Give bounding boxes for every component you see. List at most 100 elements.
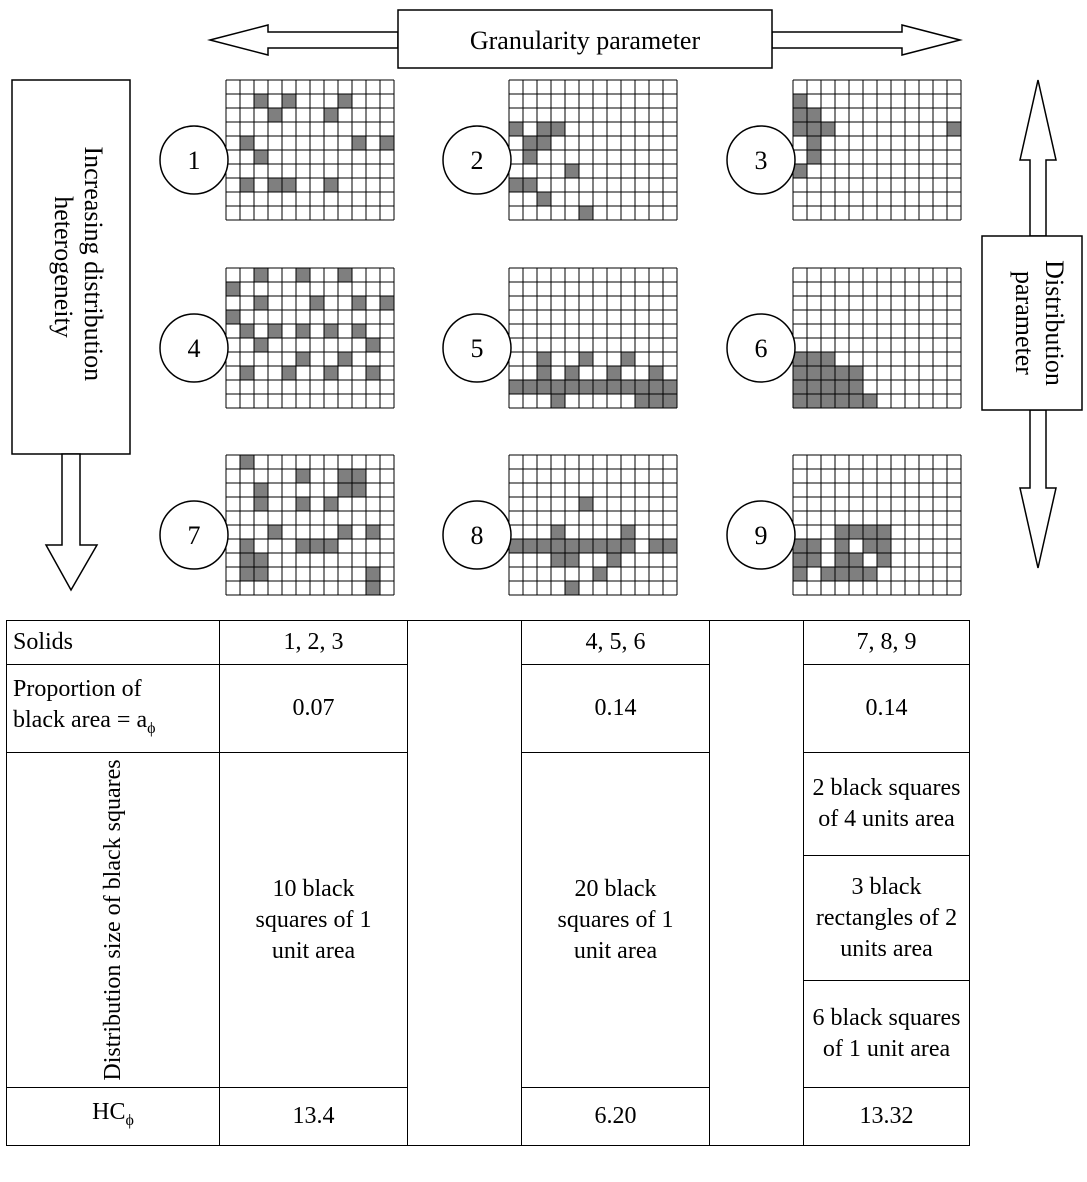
black-cell [254,296,268,310]
black-cell [240,455,254,469]
proportion-row: Proportion of black area = aϕ 0.07 0.14 … [6,664,970,753]
black-cell [863,539,877,553]
black-cell [296,324,310,338]
black-cell [793,122,807,136]
black-cell [793,553,807,567]
black-cell [366,581,380,595]
black-cell [268,178,282,192]
black-cell [352,469,366,483]
black-cell [793,567,807,581]
grid-solid-8: 8 [442,454,678,596]
black-cell [240,324,254,338]
black-cell [240,567,254,581]
grid-solid-3: 3 [726,79,962,221]
black-cell [649,366,663,380]
black-cell [877,539,891,553]
black-cell [565,380,579,394]
black-cell [807,108,821,122]
black-cell [593,539,607,553]
grid-solid-1: 1 [159,79,395,221]
black-cell [663,394,677,408]
black-cell [579,206,593,220]
black-cell [607,553,621,567]
black-cell [849,525,863,539]
black-cell [793,108,807,122]
black-cell [240,366,254,380]
granularity-arrow: Granularity parameter [207,9,963,69]
grid-solid-6: 6 [726,267,962,409]
black-cell [338,268,352,282]
black-cell [807,539,821,553]
black-cell [366,525,380,539]
black-cell [593,380,607,394]
black-cell [565,539,579,553]
black-cell [352,324,366,338]
grid-solid-9: 9 [726,454,962,596]
black-cell [821,380,835,394]
grid-solid-7: 7 [159,454,395,596]
black-cell [240,539,254,553]
black-cell [226,282,240,296]
black-cell [338,525,352,539]
black-cell [296,469,310,483]
solid-number: 6 [755,334,768,363]
black-cell [254,497,268,511]
diagram-canvas: Granularity parameter Increasing distrib… [11,9,1083,596]
black-cell [579,352,593,366]
black-cell [296,268,310,282]
black-cell [635,380,649,394]
black-cell [537,380,551,394]
black-cell [551,553,565,567]
black-cell [296,352,310,366]
black-cell [296,497,310,511]
solids-value-3: 7, 8, 9 [803,620,970,665]
black-cell [551,539,565,553]
black-cell [240,136,254,150]
black-cell [621,380,635,394]
black-cell [663,380,677,394]
black-cell [793,94,807,108]
black-cell [240,178,254,192]
black-cell [338,352,352,366]
distribution-value-1: 10 black squares of 1 unit area [219,752,408,1088]
black-cell [380,136,394,150]
black-cell [821,567,835,581]
black-cell [537,122,551,136]
hc-label: HCϕ [6,1087,220,1146]
black-cell [268,108,282,122]
black-cell [254,338,268,352]
black-cell [509,380,523,394]
solid-number-circle [442,500,512,570]
black-cell [551,122,565,136]
black-cell [863,394,877,408]
black-cell [296,539,310,553]
solid-number: 5 [471,334,484,363]
black-cell [877,553,891,567]
black-cell [324,539,338,553]
solid-number-circle [159,500,229,570]
black-cell [849,380,863,394]
black-cell [835,380,849,394]
empty-column-2 [709,620,804,1146]
black-cell [537,352,551,366]
solid-number-circle [726,125,796,195]
black-cell [835,366,849,380]
granularity-label-box [397,9,773,69]
distribution-part-2: 3 black rectangles of 2 units area [804,855,969,980]
black-cell [523,136,537,150]
black-cell [649,394,663,408]
black-cell [621,352,635,366]
black-cell [821,352,835,366]
black-cell [607,539,621,553]
solid-number: 4 [188,334,201,363]
black-cell [849,553,863,567]
black-cell [579,497,593,511]
black-cell [254,483,268,497]
black-cell [793,539,807,553]
black-cell [338,469,352,483]
solid-number: 2 [471,146,484,175]
proportion-label: Proportion of black area = aϕ [6,664,220,753]
black-cell [310,539,324,553]
black-cell [226,310,240,324]
black-cell [835,539,849,553]
